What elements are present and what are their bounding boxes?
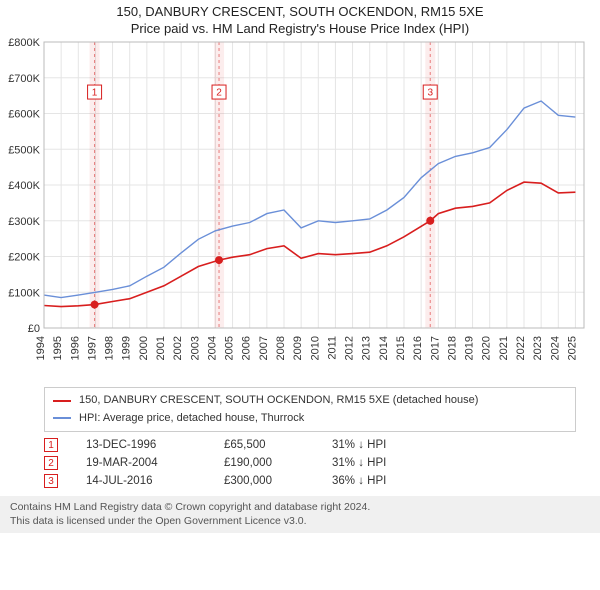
chart-container: 150, DANBURY CRESCENT, SOUTH OCKENDON, R… xyxy=(0,0,600,533)
footer-line2: This data is licensed under the Open Gov… xyxy=(10,514,590,528)
sale-date: 19-MAR-2004 xyxy=(86,457,196,469)
svg-text:1998: 1998 xyxy=(104,336,116,360)
sale-hpi-delta: 31% ↓ HPI xyxy=(332,439,576,451)
legend-label-property: 150, DANBURY CRESCENT, SOUTH OCKENDON, R… xyxy=(79,392,478,410)
chart-area: £0 £100K £200K £300K £400K £500K £600K £700K £80… xyxy=(0,36,600,381)
sale-date: 14-JUL-2016 xyxy=(86,475,196,487)
svg-text:2001: 2001 xyxy=(155,336,167,360)
svg-text:1999: 1999 xyxy=(121,336,133,360)
svg-text:2025: 2025 xyxy=(566,336,578,360)
legend-swatch-property xyxy=(53,400,71,402)
svg-text:1996: 1996 xyxy=(69,336,81,360)
title-address: 150, DANBURY CRESCENT, SOUTH OCKENDON, R… xyxy=(0,4,600,19)
svg-text:2011: 2011 xyxy=(326,336,338,360)
legend-row: 150, DANBURY CRESCENT, SOUTH OCKENDON, R… xyxy=(53,392,567,410)
line-chart-svg: £0 £100K £200K £300K £400K £500K £600K £700K £80… xyxy=(0,36,600,376)
svg-text:2017: 2017 xyxy=(429,336,441,360)
svg-text:£500K: £500K xyxy=(8,144,40,156)
legend-box: 150, DANBURY CRESCENT, SOUTH OCKENDON, R… xyxy=(44,387,576,432)
title-subtitle: Price paid vs. HM Land Registry's House … xyxy=(0,21,600,36)
sale-price: £65,500 xyxy=(224,439,304,451)
title-block: 150, DANBURY CRESCENT, SOUTH OCKENDON, R… xyxy=(0,0,600,36)
svg-text:2008: 2008 xyxy=(275,336,287,360)
svg-text:£700K: £700K xyxy=(8,73,40,85)
svg-text:2003: 2003 xyxy=(189,336,201,360)
sale-price: £190,000 xyxy=(224,457,304,469)
svg-text:2018: 2018 xyxy=(446,336,458,360)
sales-table: 1 13-DEC-1996 £65,500 31% ↓ HPI 2 19-MAR… xyxy=(44,436,576,490)
legend-label-hpi: HPI: Average price, detached house, Thur… xyxy=(79,410,304,428)
svg-text:2021: 2021 xyxy=(498,336,510,360)
svg-text:2004: 2004 xyxy=(206,336,218,360)
sale-marker-box: 2 xyxy=(44,456,58,470)
svg-text:2012: 2012 xyxy=(344,336,356,360)
svg-text:3: 3 xyxy=(427,88,433,99)
svg-text:2013: 2013 xyxy=(361,336,373,360)
svg-text:2023: 2023 xyxy=(532,336,544,360)
svg-text:2006: 2006 xyxy=(241,336,253,360)
sale-date: 13-DEC-1996 xyxy=(86,439,196,451)
svg-text:1995: 1995 xyxy=(52,336,64,360)
svg-text:2009: 2009 xyxy=(292,336,304,360)
legend-swatch-hpi xyxy=(53,417,71,419)
svg-text:2010: 2010 xyxy=(309,336,321,360)
svg-text:2022: 2022 xyxy=(515,336,527,360)
footer-line1: Contains HM Land Registry data © Crown c… xyxy=(10,500,590,514)
svg-text:1994: 1994 xyxy=(35,336,47,360)
svg-text:2020: 2020 xyxy=(481,336,493,360)
sale-row: 2 19-MAR-2004 £190,000 31% ↓ HPI xyxy=(44,454,576,472)
sale-row: 3 14-JUL-2016 £300,000 36% ↓ HPI xyxy=(44,472,576,490)
sale-marker-box: 1 xyxy=(44,438,58,452)
sale-marker-box: 3 xyxy=(44,474,58,488)
svg-text:2000: 2000 xyxy=(138,336,150,360)
svg-text:2024: 2024 xyxy=(549,336,561,360)
svg-text:£400K: £400K xyxy=(8,180,40,192)
svg-text:2005: 2005 xyxy=(224,336,236,360)
legend-row: HPI: Average price, detached house, Thur… xyxy=(53,410,567,428)
sale-hpi-delta: 36% ↓ HPI xyxy=(332,475,576,487)
svg-text:2002: 2002 xyxy=(172,336,184,360)
svg-text:£300K: £300K xyxy=(8,216,40,228)
svg-text:2016: 2016 xyxy=(412,336,424,360)
svg-text:£800K: £800K xyxy=(8,37,40,49)
sale-hpi-delta: 31% ↓ HPI xyxy=(332,457,576,469)
sale-price: £300,000 xyxy=(224,475,304,487)
svg-text:2: 2 xyxy=(216,88,222,99)
svg-text:2007: 2007 xyxy=(258,336,270,360)
sale-row: 1 13-DEC-1996 £65,500 31% ↓ HPI xyxy=(44,436,576,454)
svg-text:2014: 2014 xyxy=(378,336,390,360)
svg-text:£100K: £100K xyxy=(8,287,40,299)
footer-licence: Contains HM Land Registry data © Crown c… xyxy=(0,496,600,532)
svg-text:£600K: £600K xyxy=(8,109,40,121)
svg-text:1997: 1997 xyxy=(86,336,98,360)
svg-text:2019: 2019 xyxy=(464,336,476,360)
svg-text:£0: £0 xyxy=(28,323,40,335)
svg-text:1: 1 xyxy=(92,88,98,99)
svg-text:£200K: £200K xyxy=(8,252,40,264)
svg-text:2015: 2015 xyxy=(395,336,407,360)
